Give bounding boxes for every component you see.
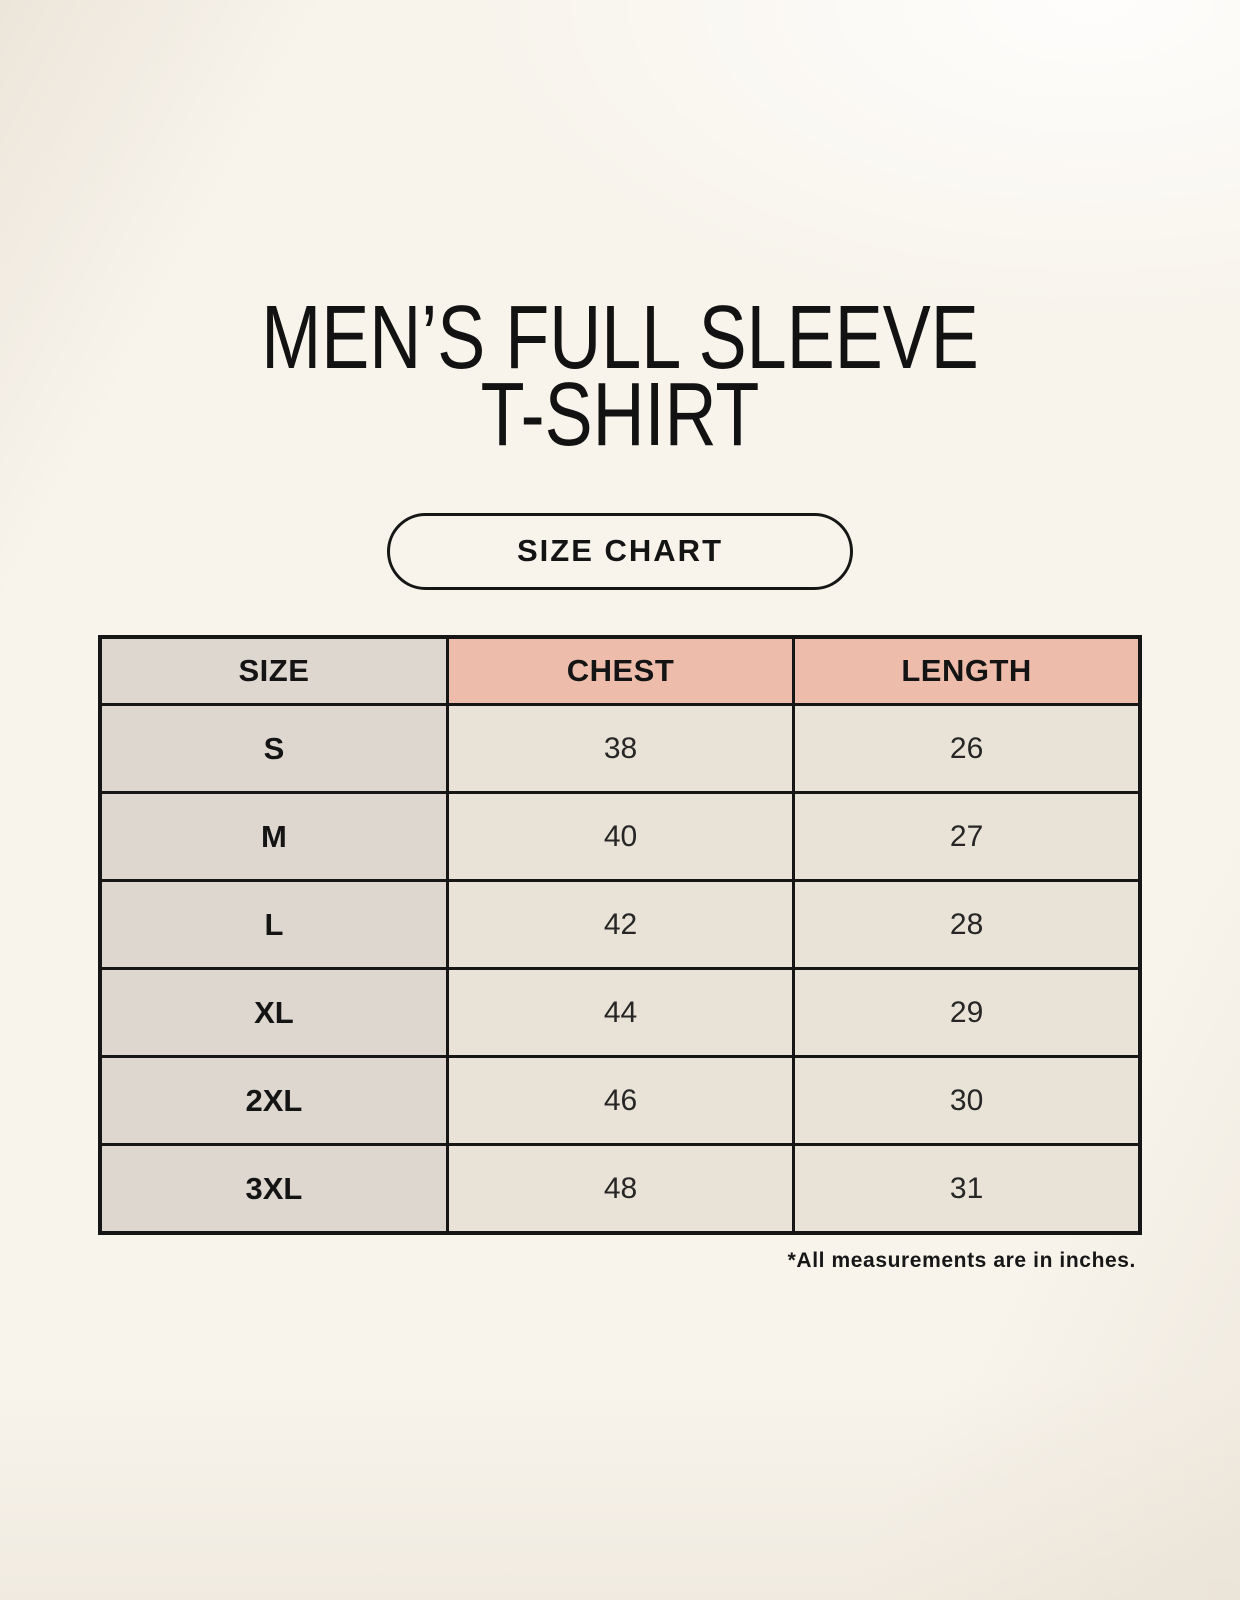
header-cell-size: SIZE — [98, 635, 449, 707]
chest-value: 38 — [445, 703, 796, 795]
chest-value: 46 — [445, 1055, 796, 1147]
table-row: 2XL 46 30 — [98, 1055, 1142, 1147]
size-label: L — [98, 879, 449, 971]
size-label: 3XL — [98, 1143, 449, 1235]
size-label: 2XL — [98, 1055, 449, 1147]
length-value: 28 — [792, 879, 1142, 971]
table-row: M 40 27 — [98, 791, 1142, 883]
length-value: 26 — [792, 703, 1142, 795]
size-table: SIZE CHEST LENGTH S 38 26 M 40 27 L — [98, 634, 1142, 1235]
length-value: 29 — [792, 967, 1142, 1059]
page-title-line-2: T-SHIRT — [480, 365, 760, 466]
size-label: M — [98, 791, 449, 883]
header-cell-length: LENGTH — [792, 635, 1142, 707]
length-value: 30 — [792, 1055, 1142, 1147]
size-table-container: SIZE CHEST LENGTH S 38 26 M 40 27 L — [98, 634, 1142, 1235]
table-row: 3XL 48 31 — [98, 1143, 1142, 1235]
table-row: S 38 26 — [98, 703, 1142, 795]
table-header-row: SIZE CHEST LENGTH — [98, 635, 1142, 707]
size-chart-button[interactable]: SIZE CHART — [387, 512, 853, 590]
length-value: 27 — [792, 791, 1142, 883]
table-row: XL 44 29 — [98, 967, 1142, 1059]
chest-value: 44 — [445, 967, 796, 1059]
page-title: MEN’S FULL SLEEVE T-SHIRT — [0, 0, 1240, 466]
chest-value: 48 — [445, 1143, 796, 1235]
table-row: L 42 28 — [98, 879, 1142, 971]
page-title-line-1: MEN’S FULL SLEEVE — [261, 288, 979, 388]
chest-value: 42 — [445, 879, 796, 971]
size-label: S — [98, 703, 449, 795]
chest-value: 40 — [445, 791, 796, 883]
size-label: XL — [98, 967, 449, 1059]
measurements-footnote: *All measurements are in inches. — [787, 1248, 1136, 1272]
length-value: 31 — [792, 1143, 1142, 1235]
header-cell-chest: CHEST — [445, 635, 796, 707]
